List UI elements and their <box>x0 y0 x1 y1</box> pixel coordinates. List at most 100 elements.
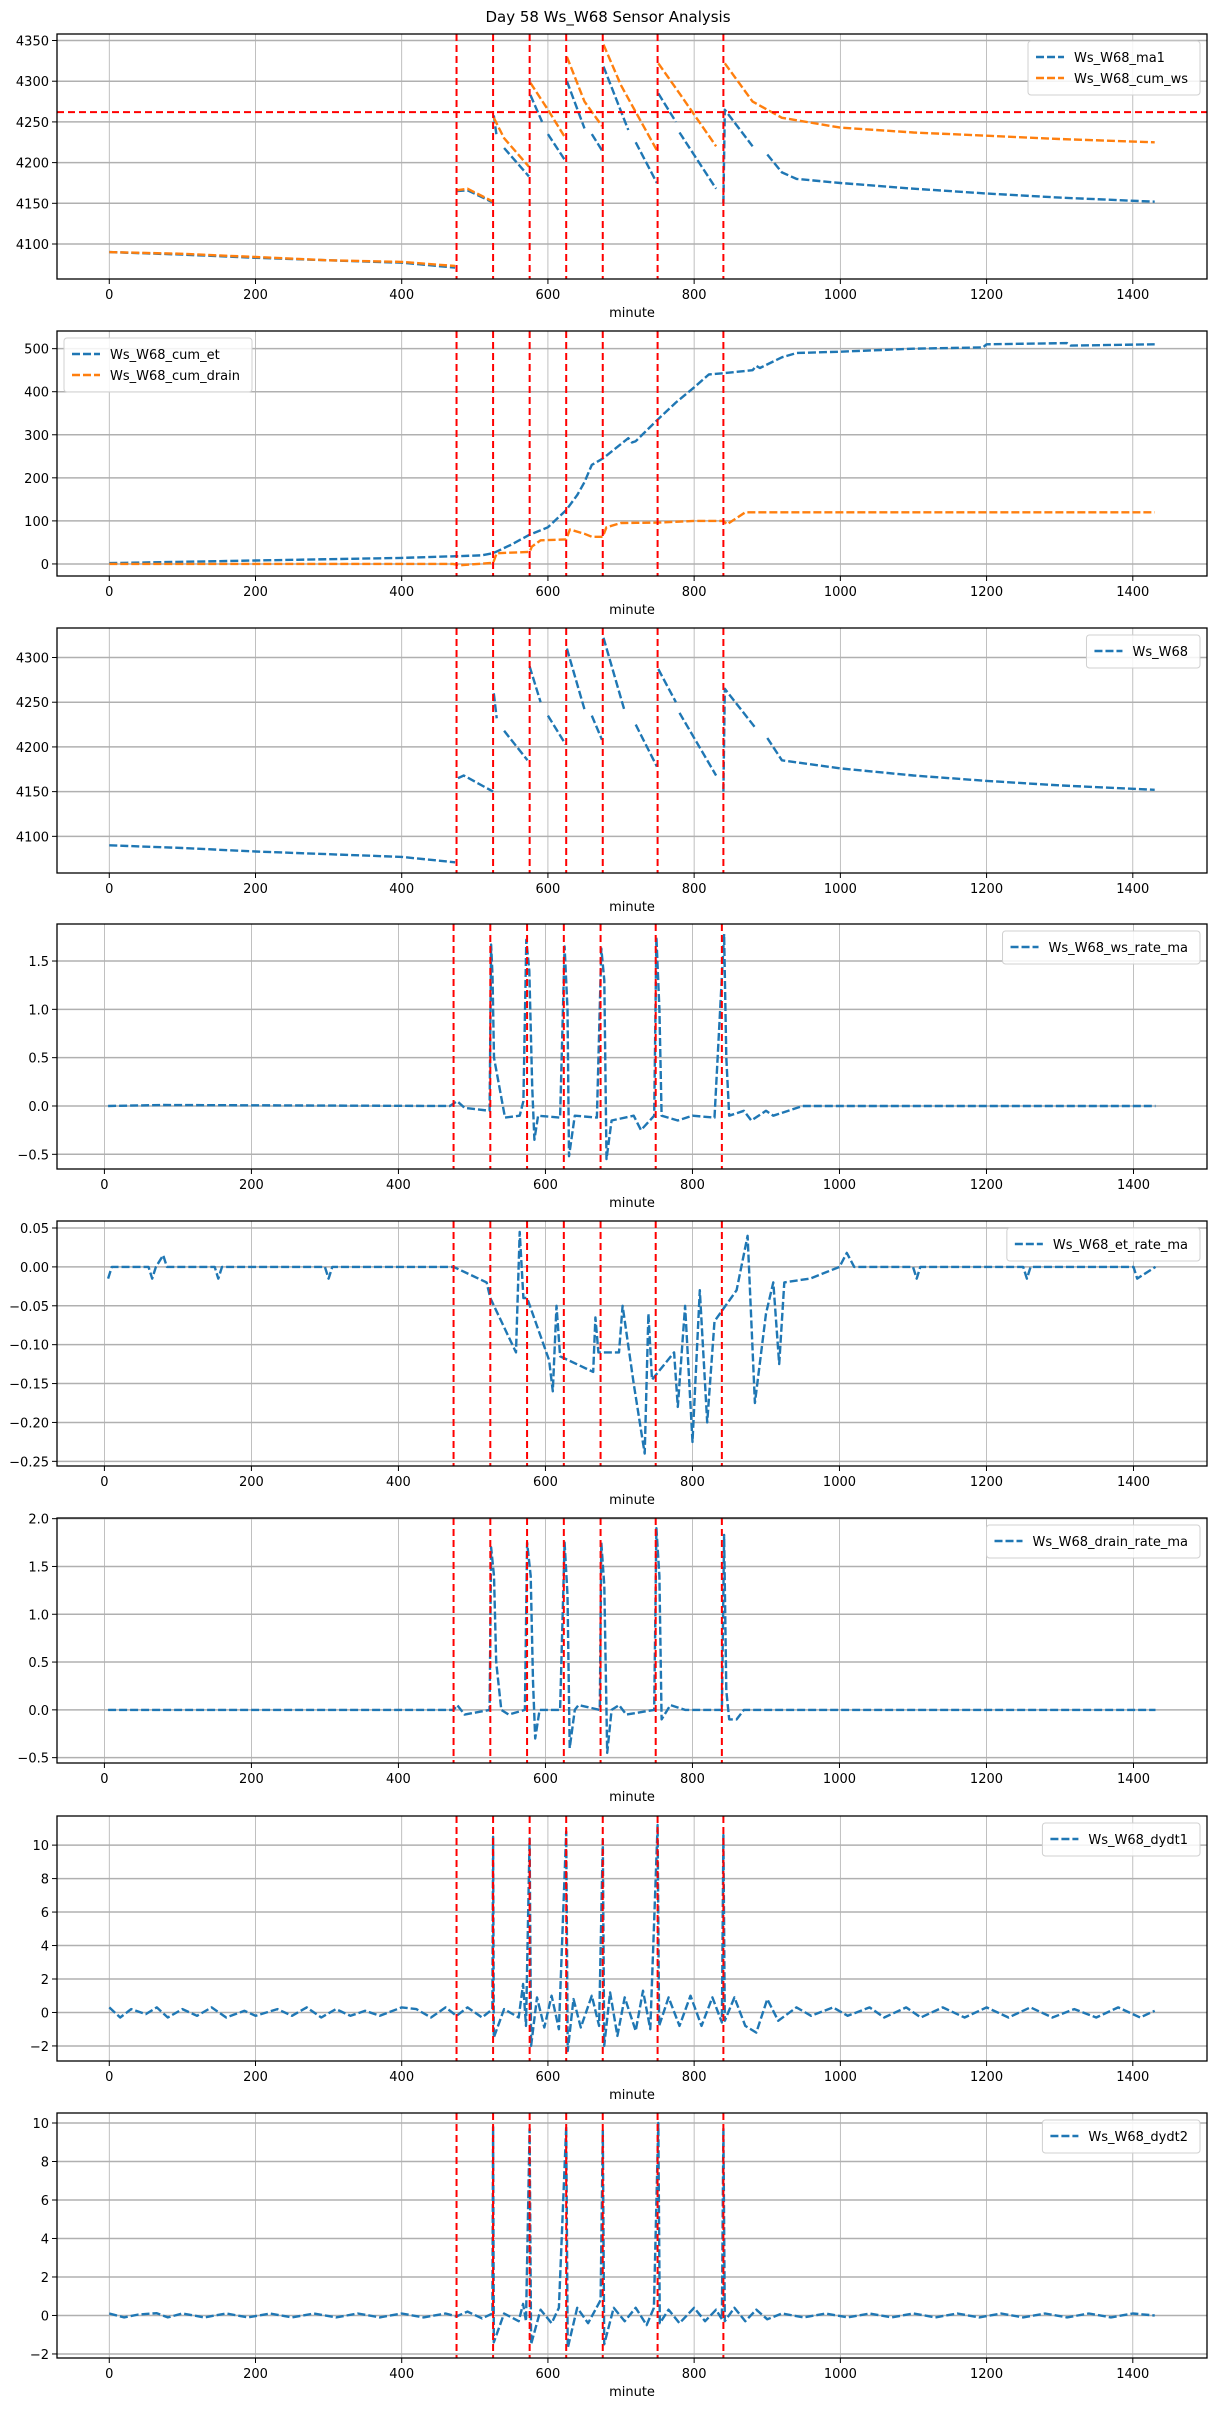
y-tick-label: 0.0 <box>28 1100 49 1115</box>
y-tick-label: 300 <box>24 429 49 444</box>
series-line-Ws_W68_ma1 <box>109 66 1155 269</box>
y-tick-label: 0.00 <box>20 1261 49 1276</box>
x-tick-label: 1200 <box>970 2070 1003 2085</box>
x-tick-label: 600 <box>536 882 561 897</box>
legend-box <box>986 1524 1201 1559</box>
y-tick-label: 400 <box>24 386 49 401</box>
y-tick-label: −0.20 <box>9 1416 49 1431</box>
legend-box <box>1041 2119 1201 2154</box>
axes-frame <box>56 1220 1208 1467</box>
series-line-Ws_W68_cum_et <box>109 341 1155 565</box>
y-tick-label: 2 <box>41 2271 49 2286</box>
x-tick-label: 0 <box>105 2070 113 2085</box>
y-tick-label: −2 <box>30 2348 49 2363</box>
y-tick-label: −0.05 <box>9 1300 49 1315</box>
x-tick-label: 600 <box>536 585 561 600</box>
y-tick-label: 4300 <box>16 75 49 90</box>
y-tick-label: 1.5 <box>28 955 49 970</box>
x-tick-label: 400 <box>386 1772 411 1787</box>
y-tick-label: 8 <box>41 1873 49 1888</box>
legend: Ws_W68_drain_rate_ma <box>986 1524 1201 1559</box>
y-tick-label: 10 <box>32 1839 49 1854</box>
plot-area <box>109 628 1155 873</box>
series-line-Ws_W68_cum_ws <box>109 44 1155 268</box>
x-tick-label: 800 <box>682 882 707 897</box>
subplot-3: 0 200 400 600 800 1000 1200 1400 4100 4150 4200 425… <box>16 627 1208 915</box>
x-tick-label: 1200 <box>970 1475 1003 1490</box>
x-tick-label: 400 <box>389 585 414 600</box>
legend-label: Ws_W68_dydt1 <box>1088 1833 1188 1848</box>
x-tick-label: 1000 <box>823 1772 856 1787</box>
y-tick-label: 4 <box>41 2232 49 2247</box>
x-tick-label: 1200 <box>970 585 1003 600</box>
y-tick-label: 0 <box>41 2006 49 2021</box>
y-tick-label: 1.5 <box>28 1560 49 1575</box>
y-tick-label: 10 <box>32 2117 49 2132</box>
x-tick-label: 200 <box>243 585 268 600</box>
subplot-7: 0 200 400 600 800 1000 1200 1400 −2 0 2 4 6 8 10 minute… <box>30 1815 1208 2103</box>
series-line-Ws_W68_dydt2 <box>108 2121 1155 2350</box>
y-tick-label: 1.0 <box>28 1608 49 1623</box>
series-line-Ws_W68_ws_rate_ma <box>108 932 1156 1161</box>
x-tick-label: 800 <box>680 1475 705 1490</box>
legend-label: Ws_W68_cum_drain <box>110 369 240 384</box>
legend: Ws_W68_cum_et Ws_W68_cum_drain <box>63 337 253 393</box>
legend: Ws_W68 <box>1085 634 1201 669</box>
x-tick-label: 400 <box>386 1178 411 1193</box>
x-tick-label: 1000 <box>824 882 857 897</box>
y-tick-label: 4200 <box>16 741 49 756</box>
x-tick-label: 1000 <box>824 2367 857 2382</box>
y-tick-label: 500 <box>24 343 49 358</box>
y-tick-label: −0.10 <box>9 1339 49 1354</box>
x-tick-label: 800 <box>680 1772 705 1787</box>
y-tick-label: 6 <box>41 1906 49 1921</box>
x-tick-label: 800 <box>682 2367 707 2382</box>
legend-box <box>1085 634 1201 669</box>
axes-frame <box>56 1517 1208 1764</box>
y-tick-label: 100 <box>24 515 49 530</box>
subplots: 0 200 400 600 800 1000 1200 1400410041504200425… <box>9 33 1208 2400</box>
x-tick-label: 400 <box>386 1475 411 1490</box>
figure-title: Day 58 Ws_W68 Sensor Analysis <box>485 8 730 27</box>
legend-label: Ws_W68_cum_et <box>110 348 220 363</box>
x-axis-label: minute <box>609 603 655 618</box>
y-tick-label: 4100 <box>16 238 49 253</box>
legend-box <box>63 337 253 393</box>
x-tick-label: 600 <box>536 2367 561 2382</box>
x-tick-label: 800 <box>680 1178 705 1193</box>
x-tick-label: 1200 <box>970 882 1003 897</box>
legend-label: Ws_W68 <box>1132 645 1188 660</box>
plot-area <box>108 1518 1156 1763</box>
x-tick-label: 0 <box>100 1178 108 1193</box>
x-tick-label: 200 <box>239 1178 264 1193</box>
axes-frame <box>56 2112 1208 2359</box>
x-tick-label: 1000 <box>824 288 857 303</box>
x-tick-label: 1000 <box>824 2070 857 2085</box>
x-tick-label: 1400 <box>1117 1772 1150 1787</box>
y-tick-label: 2.0 <box>28 1513 49 1528</box>
y-tick-label: −2 <box>30 2040 49 2055</box>
legend-label: Ws_W68_dydt2 <box>1088 2130 1188 2145</box>
x-tick-label: 1200 <box>970 1772 1003 1787</box>
y-tick-label: 8 <box>41 2155 49 2170</box>
x-tick-label: 1000 <box>823 1475 856 1490</box>
legend-label: Ws_W68_et_rate_ma <box>1053 1238 1188 1253</box>
x-tick-label: 1400 <box>1117 1178 1150 1193</box>
legend-box <box>1006 1227 1201 1262</box>
y-tick-label: 4100 <box>16 830 49 845</box>
x-tick-label: 600 <box>533 1178 558 1193</box>
x-axis-label: minute <box>609 1196 655 1211</box>
plot-area <box>109 331 1155 576</box>
x-tick-label: 1000 <box>823 1178 856 1193</box>
y-tick-label: −0.25 <box>9 1455 49 1470</box>
x-tick-label: 1400 <box>1116 882 1149 897</box>
x-tick-label: 1200 <box>970 288 1003 303</box>
legend: Ws_W68_dydt1 <box>1041 1822 1201 1857</box>
y-tick-label: −0.5 <box>17 1752 49 1767</box>
x-tick-label: 0 <box>105 288 113 303</box>
x-tick-label: 400 <box>389 882 414 897</box>
subplot-8: 0 200 400 600 800 1000 1200 1400 −2 0 2 4 6 8 10 minute… <box>30 2112 1208 2400</box>
x-tick-label: 800 <box>682 585 707 600</box>
x-tick-label: 0 <box>105 585 113 600</box>
x-tick-label: 0 <box>100 1772 108 1787</box>
